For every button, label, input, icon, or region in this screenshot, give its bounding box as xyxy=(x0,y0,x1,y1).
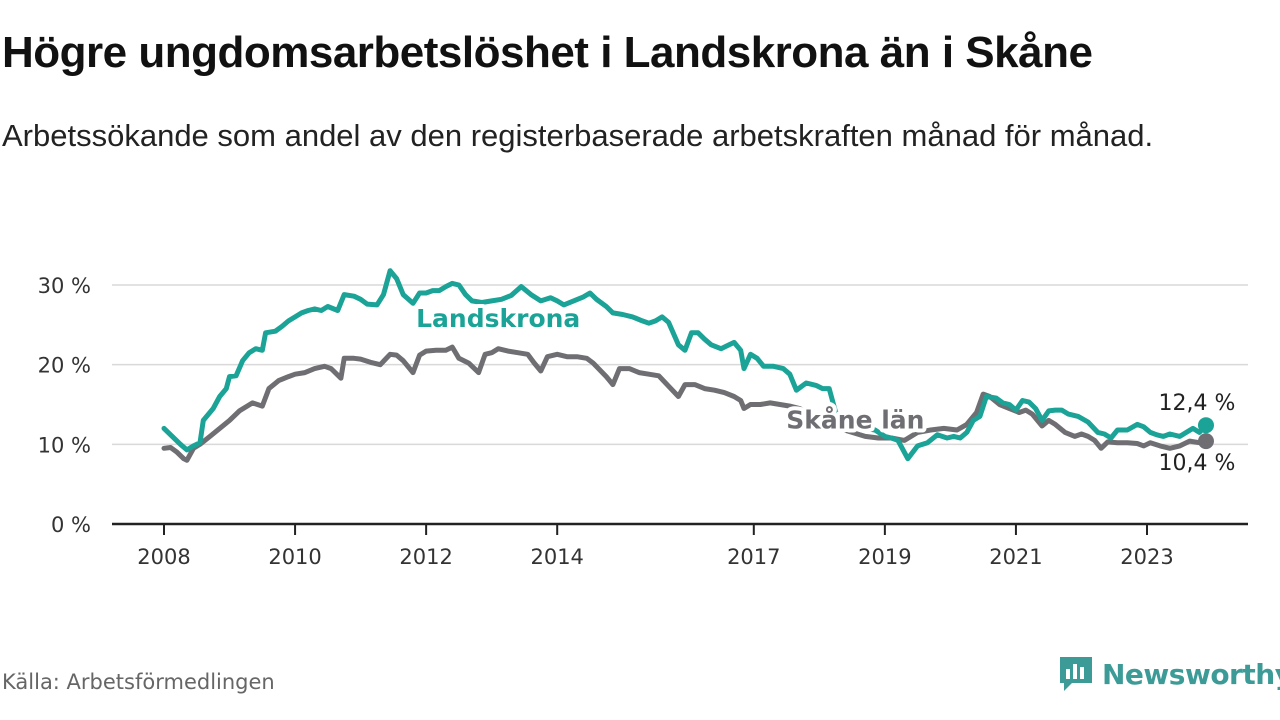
end-value-label-landskrona: 12,4 % xyxy=(1159,391,1236,416)
x-tick-label: 2019 xyxy=(858,545,911,569)
x-tick-label: 2021 xyxy=(989,545,1042,569)
series-line-landskrona xyxy=(161,268,1209,462)
x-tick-label: 2010 xyxy=(268,545,321,569)
axis-layer: 0 % 10 % 20 % 30 % 2008 2010 2012 2014 2017 2019 2… xyxy=(38,274,1248,569)
source-note: Källa: Arbetsförmedlingen xyxy=(2,670,275,694)
series-label-landskrona: Landskrona xyxy=(416,304,580,333)
x-tick-label: 2023 xyxy=(1120,545,1173,569)
series-line-skane xyxy=(161,344,1209,463)
y-tick-label: 30 % xyxy=(38,274,91,298)
newsworthy-logo: Newsworthy xyxy=(1058,654,1280,694)
chart-title: Högre ungdomsarbetslöshet i Landskrona ä… xyxy=(2,28,1093,77)
series-label-halo: Skåne län xyxy=(786,405,924,434)
series-label-skane: Skåne län xyxy=(786,405,924,434)
series-end-point-skane xyxy=(1197,433,1214,450)
y-tick-label: 20 % xyxy=(38,354,91,378)
y-tick-label: 0 % xyxy=(51,513,91,537)
x-tick-label: 2012 xyxy=(399,545,452,569)
x-tick-label: 2008 xyxy=(137,545,190,569)
end-value-label-skane: 10,4 % xyxy=(1159,451,1236,476)
series-end-point-landskrona xyxy=(1197,417,1214,434)
series-label-halo: Landskrona xyxy=(416,304,580,333)
series-layer xyxy=(161,268,1214,463)
newsworthy-logo-text: Newsworthy xyxy=(1102,657,1280,691)
y-tick-label: 10 % xyxy=(38,433,91,457)
x-tick-label: 2014 xyxy=(530,545,583,569)
x-tick-label: 2017 xyxy=(727,545,780,569)
chart-subtitle: Arbetssökande som andel av den registerb… xyxy=(2,118,1154,153)
grid-layer xyxy=(112,284,1248,446)
newsworthy-logo-icon xyxy=(1058,655,1094,693)
